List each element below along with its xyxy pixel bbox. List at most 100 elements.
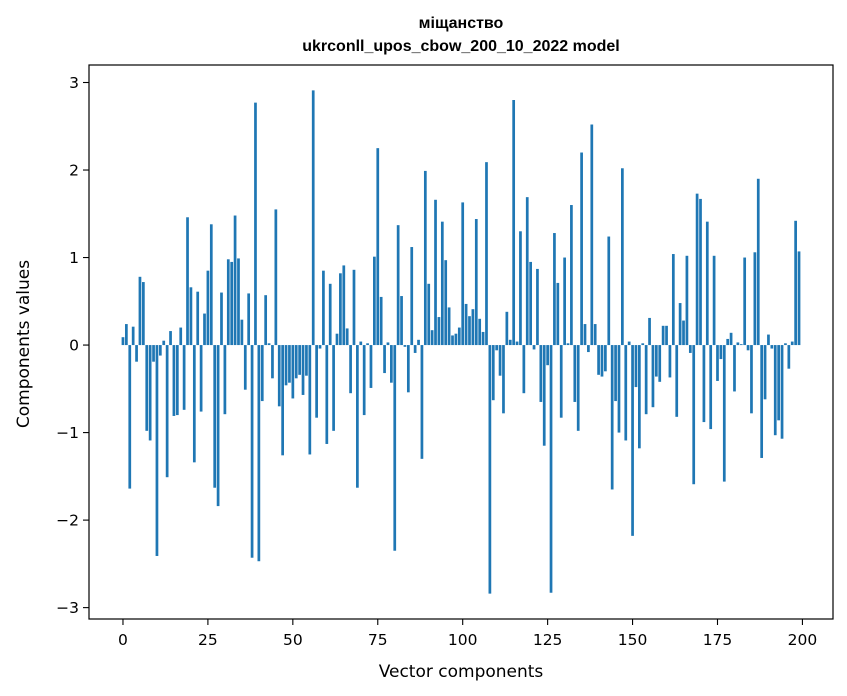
bar <box>386 342 390 346</box>
bar <box>478 318 482 346</box>
bar <box>651 345 655 408</box>
bar <box>233 215 237 346</box>
bar <box>396 225 400 346</box>
bar <box>498 345 502 376</box>
bar <box>753 252 757 346</box>
bar <box>627 341 631 346</box>
bar <box>369 345 373 388</box>
bar <box>281 345 284 456</box>
bar <box>546 345 549 366</box>
bar <box>413 345 417 353</box>
bar <box>203 313 206 346</box>
bar <box>542 345 546 446</box>
bar <box>553 233 556 346</box>
bar <box>243 345 247 390</box>
bar <box>390 345 393 383</box>
bar <box>366 343 369 346</box>
bar <box>665 325 668 346</box>
bar <box>522 345 526 394</box>
bar <box>549 345 553 593</box>
x-tick-label: 175 <box>703 631 733 649</box>
bar <box>199 345 203 412</box>
bar <box>257 345 261 562</box>
y-tick-label: 2 <box>69 162 79 180</box>
bar <box>797 251 801 346</box>
bar <box>311 90 315 346</box>
bar <box>400 296 403 346</box>
bar <box>794 220 797 346</box>
bar <box>444 260 448 346</box>
bar <box>573 345 577 402</box>
bar <box>726 338 730 346</box>
bar <box>376 148 380 346</box>
bar <box>773 345 777 436</box>
bar <box>597 345 600 375</box>
bar <box>125 324 128 346</box>
bar <box>260 345 264 402</box>
bar <box>631 345 634 536</box>
bar <box>770 345 774 349</box>
bar <box>186 217 189 346</box>
bar <box>675 345 679 417</box>
bar <box>277 345 281 407</box>
x-tick-label: 75 <box>368 631 388 649</box>
bar <box>359 341 363 346</box>
bar <box>702 345 706 423</box>
bar <box>638 345 641 449</box>
bar <box>508 339 512 346</box>
bar <box>583 324 587 346</box>
bar <box>495 345 499 351</box>
bar <box>587 345 590 353</box>
bar <box>325 345 329 444</box>
y-tick-label: 1 <box>69 249 79 267</box>
bar <box>695 193 699 346</box>
bar <box>437 317 441 346</box>
bar <box>790 341 794 346</box>
bar <box>220 292 223 346</box>
bar <box>142 282 145 346</box>
bar <box>175 345 179 416</box>
bar <box>362 345 366 416</box>
bar <box>756 178 760 346</box>
bar <box>240 319 244 346</box>
bar <box>556 282 560 346</box>
bar <box>468 316 471 346</box>
bar <box>563 257 566 346</box>
bar <box>688 345 692 353</box>
bar <box>485 162 488 346</box>
bar <box>464 303 468 346</box>
bar <box>515 341 519 346</box>
bar <box>505 311 509 346</box>
bar <box>349 345 352 394</box>
bar <box>607 236 611 346</box>
bar <box>474 219 478 346</box>
plot-frame <box>88 64 834 620</box>
bar <box>722 345 726 482</box>
bar <box>206 270 210 346</box>
bar <box>624 345 628 441</box>
bar <box>434 199 437 346</box>
bar <box>593 324 597 346</box>
x-tick-label: 200 <box>788 631 818 649</box>
bar <box>610 345 614 490</box>
bar <box>427 283 431 346</box>
bar <box>315 345 318 418</box>
bar <box>671 254 675 346</box>
bar <box>230 261 234 346</box>
x-axis-label: Vector components <box>379 662 544 682</box>
bar <box>417 339 420 346</box>
y-axis-ticks: −3 −2 −1 0 1 2 3 <box>56 74 89 617</box>
bar <box>223 345 227 415</box>
x-tick-label: 125 <box>533 631 563 649</box>
bar <box>576 345 580 431</box>
bar <box>590 124 594 346</box>
y-axis-label: Components values <box>14 260 34 428</box>
bar <box>294 345 298 379</box>
bar <box>158 345 162 356</box>
bar <box>264 295 268 346</box>
bar <box>131 326 135 346</box>
bar <box>743 257 747 346</box>
bar <box>709 345 713 430</box>
bar <box>440 221 444 346</box>
y-tick-label: −1 <box>56 424 79 442</box>
